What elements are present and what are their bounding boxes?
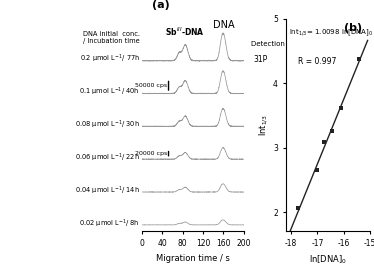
Point bbox=[356, 57, 362, 61]
X-axis label: Migration time / s: Migration time / s bbox=[156, 253, 230, 263]
Text: DNA: DNA bbox=[212, 20, 234, 30]
Text: 0.06 μmol L$^{-1}$/ 22h: 0.06 μmol L$^{-1}$/ 22h bbox=[75, 152, 140, 164]
Text: lnt$_{1/3}$= 1.0098 ln[DNA]$_0$ +19.91: lnt$_{1/3}$= 1.0098 ln[DNA]$_0$ +19.91 bbox=[289, 27, 374, 38]
Text: 20000 cps: 20000 cps bbox=[135, 151, 168, 156]
Y-axis label: lnt$_{1/3}$: lnt$_{1/3}$ bbox=[258, 114, 270, 136]
Text: 0.04 μmol L$^{-1}$/ 14h: 0.04 μmol L$^{-1}$/ 14h bbox=[75, 185, 140, 197]
Text: Sb$^{III}$-DNA: Sb$^{III}$-DNA bbox=[165, 25, 205, 38]
Point bbox=[295, 205, 301, 210]
Point bbox=[321, 140, 327, 144]
Text: (a): (a) bbox=[151, 0, 169, 10]
Text: 31P: 31P bbox=[254, 55, 268, 64]
Text: Detection channel: Detection channel bbox=[251, 41, 315, 47]
Point bbox=[329, 129, 335, 134]
Text: 0.08 μmol L$^{-1}$/ 30h: 0.08 μmol L$^{-1}$/ 30h bbox=[75, 119, 140, 131]
Text: 0.1 μmol L$^{-1}$/ 40h: 0.1 μmol L$^{-1}$/ 40h bbox=[79, 86, 140, 98]
Point bbox=[338, 106, 344, 110]
Text: DNA initial  conc.
/ Incubation time: DNA initial conc. / Incubation time bbox=[83, 31, 140, 44]
Text: 0.02 μmol L$^{-1}$/ 8h: 0.02 μmol L$^{-1}$/ 8h bbox=[79, 217, 140, 230]
Point bbox=[314, 168, 320, 172]
Text: (b): (b) bbox=[344, 23, 362, 33]
Text: R = 0.997: R = 0.997 bbox=[298, 57, 337, 66]
Text: 0.2 μmol L$^{-1}$/ 77h: 0.2 μmol L$^{-1}$/ 77h bbox=[80, 53, 140, 65]
Text: 50000 cps: 50000 cps bbox=[135, 83, 168, 88]
X-axis label: ln[DNA]$_0$: ln[DNA]$_0$ bbox=[309, 253, 347, 266]
